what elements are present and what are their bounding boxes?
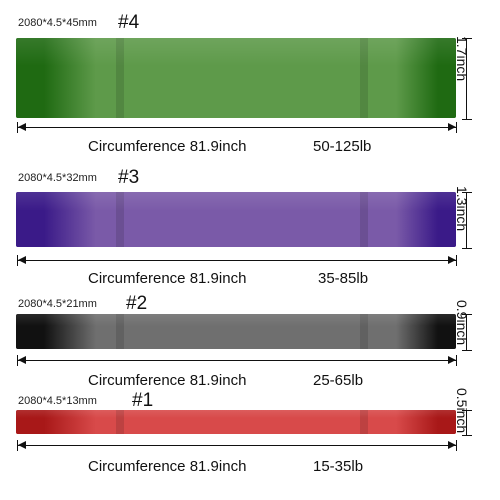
band-1-swatch <box>16 410 456 434</box>
band-spec: 2080*4.5*45mm <box>18 17 97 29</box>
band-width-label: 0.9inch <box>454 300 470 346</box>
band-width-label: 0.5inch <box>454 388 470 434</box>
band-spec: 2080*4.5*13mm <box>18 395 97 407</box>
band-4-block: 2080*4.5*45mm #4 1.7inch Circumference 8… <box>0 0 500 160</box>
band-width-dimension <box>462 192 472 249</box>
band-spec: 2080*4.5*32mm <box>18 172 97 184</box>
circumference-dimension <box>17 255 457 266</box>
band-number: #3 <box>118 167 140 188</box>
band-2-block: 2080*4.5*21mm #2 0.9inch Circumference 8… <box>0 290 500 395</box>
band-1-block: 2080*4.5*13mm #1 0.5inch Circumference 8… <box>0 388 500 500</box>
band-width-dimension <box>462 314 472 351</box>
band-3-block: 2080*4.5*32mm #3 1.3inch Circumference 8… <box>0 160 500 290</box>
band-number: #1 <box>132 390 154 411</box>
circumference-label: Circumference 81.9inch <box>88 270 247 287</box>
band-width-dimension <box>462 38 472 120</box>
band-2-swatch <box>16 314 456 349</box>
circumference-dimension <box>17 440 457 451</box>
resistance-label: 35-85lb <box>318 270 369 287</box>
band-width-dimension <box>462 410 472 436</box>
circumference-dimension <box>17 355 457 366</box>
circumference-dimension <box>17 122 457 133</box>
circumference-label: Circumference 81.9inch <box>88 372 247 389</box>
band-number: #4 <box>118 12 140 33</box>
band-4-swatch <box>16 38 456 118</box>
band-3-swatch <box>16 192 456 247</box>
band-number: #2 <box>126 293 148 314</box>
band-spec: 2080*4.5*21mm <box>18 298 97 310</box>
band-width-label: 1.7inch <box>454 36 470 82</box>
resistance-label: 25-65lb <box>313 372 364 389</box>
resistance-label: 50-125lb <box>313 138 372 155</box>
resistance-label: 15-35lb <box>313 458 364 475</box>
circumference-label: Circumference 81.9inch <box>88 138 247 155</box>
band-width-label: 1.3inch <box>454 186 470 232</box>
circumference-label: Circumference 81.9inch <box>88 458 247 475</box>
